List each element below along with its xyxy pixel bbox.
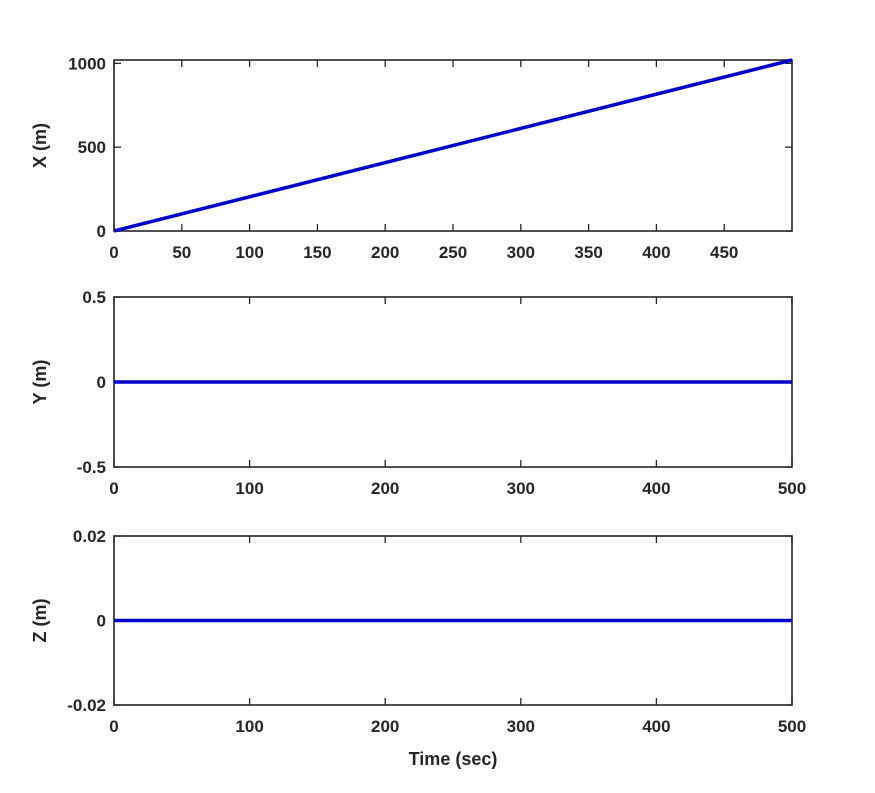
- y-tick-label: 500: [78, 138, 106, 157]
- x-tick-label: 100: [235, 243, 263, 262]
- subplot-x-position: 0 50 100 150 200 250 300 350 400 450 0 500 1000 X (m): [30, 54, 793, 262]
- x-tick-label: 400: [642, 717, 670, 736]
- y-tick-label: 0: [97, 612, 106, 631]
- x-tick-label: 450: [710, 243, 738, 262]
- y-axis-label: Y (m): [30, 360, 50, 405]
- x-tick-label: 0: [109, 717, 118, 736]
- x-tick-label: 400: [642, 243, 670, 262]
- x-tick-label: 300: [507, 479, 535, 498]
- y-tick-label: 1000: [68, 54, 106, 73]
- x-tick-label: 500: [778, 717, 806, 736]
- x-tick-label: 0: [109, 243, 118, 262]
- y-axis-label: X (m): [30, 123, 50, 168]
- x-tick-label: 400: [642, 479, 670, 498]
- x-tick-label: 350: [574, 243, 602, 262]
- y-tick-label: -0.5: [77, 458, 106, 477]
- x-tick-label: 0: [109, 479, 118, 498]
- x-tick-label: 300: [507, 243, 535, 262]
- x-tick-label: 100: [235, 479, 263, 498]
- subplot-y-position: 0 100 200 300 400 500-0.500.5Y (m): [30, 288, 806, 498]
- x-tick-label: 100: [235, 717, 263, 736]
- x-tick-label: 200: [371, 717, 399, 736]
- x-tick-label: 200: [371, 479, 399, 498]
- x-tick-label: 500: [778, 479, 806, 498]
- y-tick-label: 0.5: [82, 288, 106, 307]
- y-tick-label: 0: [97, 222, 106, 241]
- y-axis-label: Z (m): [30, 599, 50, 643]
- x-tick-label: 250: [439, 243, 467, 262]
- x-tick-label: 300: [507, 717, 535, 736]
- x-tick-label: 50: [172, 243, 191, 262]
- x-axis-label: Time (sec): [409, 749, 498, 769]
- y-tick-label: 0: [97, 373, 106, 392]
- series-line-1: [113, 58, 793, 233]
- x-tick-label: 200: [371, 243, 399, 262]
- y-tick-label: -0.02: [67, 696, 106, 715]
- y-tick-label: 0.02: [73, 527, 106, 546]
- x-tick-label: 150: [303, 243, 331, 262]
